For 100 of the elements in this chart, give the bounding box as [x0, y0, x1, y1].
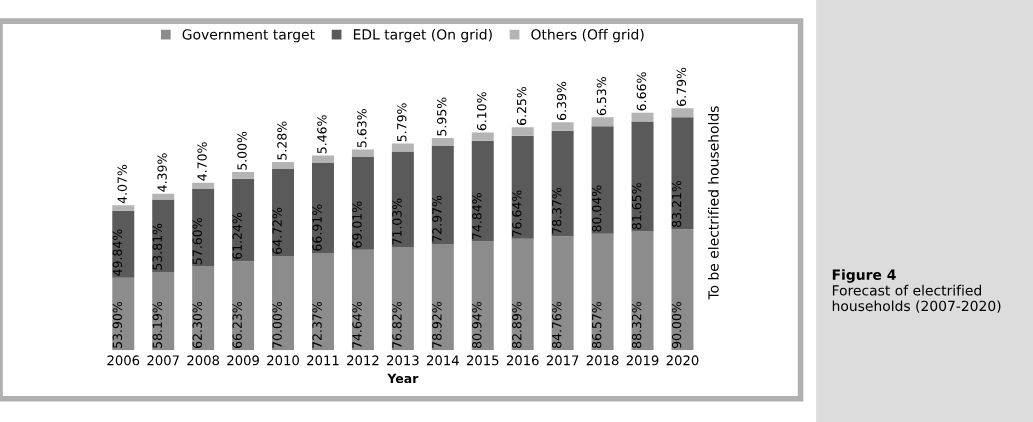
x-tick-label: 2016: [506, 355, 539, 366]
bar: [551, 122, 574, 131]
x-tick-label: 2017: [546, 355, 579, 366]
bar: [591, 117, 614, 127]
bar: [671, 229, 694, 351]
bar: [431, 145, 454, 245]
bar: [192, 266, 215, 351]
bar: [671, 108, 694, 118]
data-label: 6.39%: [556, 81, 567, 121]
bar: [232, 172, 255, 179]
data-label: 6.79%: [676, 67, 687, 106]
data-label: 5.79%: [397, 103, 407, 142]
x-tick-label: 2006: [107, 355, 140, 366]
bar: [631, 121, 654, 232]
data-label: 90.00%: [671, 301, 682, 349]
bar: [431, 244, 454, 351]
caption: Figure 4: [832, 269, 896, 283]
bar: [272, 169, 295, 257]
bar: [192, 188, 215, 267]
x-tick-label: 2012: [347, 355, 379, 366]
x-tick-label: 2018: [586, 355, 619, 366]
data-label: 4.39%: [157, 153, 167, 192]
bar: [511, 127, 534, 136]
data-label: 80.94%: [472, 301, 482, 349]
data-label: 4.07%: [117, 164, 127, 204]
data-label: 86.57%: [591, 301, 602, 349]
legend-label: Government target: [182, 29, 315, 43]
x-tick-label: 2007: [147, 355, 179, 366]
bar: [391, 151, 414, 247]
data-label: 53.90%: [112, 301, 123, 348]
x-tick-label: 2014: [426, 355, 459, 366]
data-label: 62.30%: [192, 301, 202, 349]
bar: [192, 182, 215, 189]
data-label: 69.01%: [352, 201, 362, 248]
bar: [471, 140, 494, 242]
data-label: 49.84%: [112, 229, 123, 276]
data-label: 6.25%: [516, 86, 527, 126]
bar: [351, 249, 374, 351]
data-label: 5.46%: [317, 115, 327, 154]
data-label: 5.63%: [357, 109, 367, 148]
data-label: 82.89%: [512, 301, 522, 349]
data-label: 76.82%: [392, 301, 402, 348]
bar: [631, 112, 654, 122]
data-label: 61.24%: [232, 212, 242, 259]
y2-axis-title: To be electrified households: [708, 106, 719, 300]
data-label: 5.28%: [277, 121, 287, 160]
data-label: 78.37%: [552, 187, 562, 234]
bar: [471, 132, 494, 141]
bar: [112, 277, 135, 351]
data-label: 6.53%: [596, 76, 607, 116]
bar: [112, 210, 135, 278]
data-label: 78.92%: [432, 301, 442, 348]
data-label: 66.23%: [232, 301, 242, 349]
data-label: 66.91%: [312, 204, 322, 251]
bar: [312, 252, 334, 351]
data-label: 4.70%: [197, 142, 207, 181]
x-tick-label: 2009: [227, 355, 259, 366]
x-tick-label: 2013: [387, 355, 419, 366]
data-label: 74.64%: [352, 301, 362, 348]
bar: [312, 162, 334, 253]
data-label: 76.64%: [512, 190, 522, 237]
data-label: 74.84%: [472, 193, 482, 240]
bar: [232, 178, 255, 262]
data-label: 57.60%: [192, 218, 202, 265]
bar: [471, 241, 494, 351]
bar: [391, 246, 414, 351]
bar: [391, 143, 414, 152]
data-label: 70.00%: [272, 301, 282, 348]
data-label: 64.72%: [272, 207, 282, 254]
x-tick-label: 2010: [267, 355, 299, 366]
data-label: 6.66%: [636, 72, 647, 111]
legend-label: Others (Off grid): [531, 28, 644, 43]
data-label: 6.10%: [476, 92, 487, 131]
bar: [351, 157, 374, 250]
data-label: 72.97%: [432, 195, 442, 242]
bar: [551, 236, 574, 351]
data-label: 83.21%: [671, 180, 682, 227]
bar: [152, 193, 175, 200]
bar: [511, 135, 534, 239]
x-tick-label: 2011: [307, 355, 339, 366]
bar: [152, 271, 175, 351]
x-tick-label: 2008: [187, 355, 220, 366]
data-label: 71.03%: [392, 198, 402, 245]
bar: [431, 137, 454, 146]
bar: [511, 238, 534, 351]
bar: [152, 199, 175, 272]
data-label: 53.81%: [152, 223, 163, 270]
x-tick-label: 2015: [466, 355, 499, 366]
data-label: 5.00%: [237, 131, 247, 170]
bar: [272, 161, 295, 170]
data-label: 5.95%: [436, 97, 447, 136]
x-tick-label: 2019: [626, 355, 659, 366]
data-label: 58.19%: [152, 301, 163, 348]
bar: [351, 149, 374, 158]
text: Forecast of electrified households (2007-2020): [832, 284, 1001, 313]
bar: [671, 117, 694, 230]
data-label: 72.37%: [312, 301, 322, 348]
data-label: 80.04%: [591, 185, 602, 232]
data-label: 88.32%: [631, 301, 642, 349]
data-label: 81.65%: [631, 183, 642, 230]
